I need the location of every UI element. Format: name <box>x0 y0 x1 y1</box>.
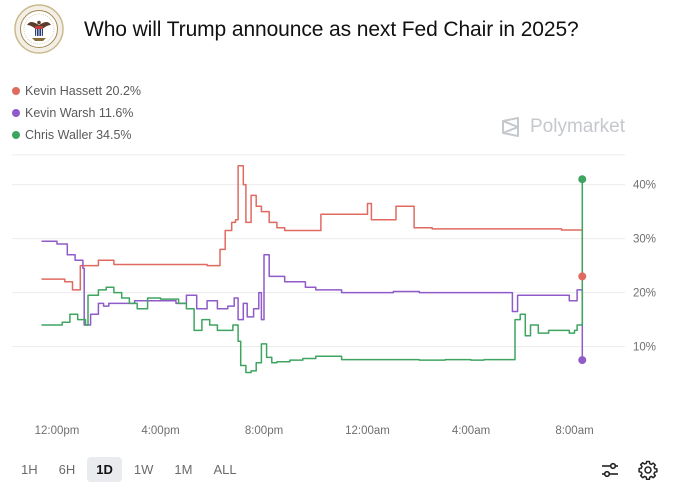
x-tick-label: 4:00am <box>452 425 490 437</box>
legend-swatch <box>12 87 20 95</box>
legend-item-waller: Chris Waller 34.5% <box>12 124 141 146</box>
chart-header: Who will Trump announce as next Fed Chai… <box>14 4 666 54</box>
brand-name: Polymarket <box>530 116 626 137</box>
line-chart: 10% 20% 30% 40% 12:00pm 4:00pm 8:00pm 12:00am 4… <box>12 154 656 437</box>
legend-swatch <box>12 109 20 117</box>
range-button-1h[interactable]: 1H <box>21 462 38 477</box>
range-button-1d[interactable]: 1D <box>87 457 122 482</box>
y-tick-label: 10% <box>633 342 656 354</box>
series-line-kevin-warsh <box>41 240 584 361</box>
federal-reserve-seal-icon <box>14 4 64 54</box>
time-range-selector: 1H 6H 1D 1W 1M ALL <box>12 457 249 482</box>
series-line-kevin-hassett <box>41 164 584 291</box>
legend-label: Kevin Hassett 20.2% <box>25 84 142 98</box>
end-marker-kevin-hassett <box>578 272 587 281</box>
polymarket-logo-icon <box>502 117 519 137</box>
gear-icon[interactable] <box>638 460 658 480</box>
x-tick-label: 4:00pm <box>141 425 179 437</box>
range-button-1m[interactable]: 1M <box>174 462 193 477</box>
end-marker-chris-waller <box>578 175 587 184</box>
sliders-icon[interactable] <box>600 460 620 480</box>
legend-swatch <box>12 131 20 139</box>
y-tick-label: 30% <box>633 234 656 246</box>
legend-label: Kevin Warsh 11.6% <box>25 106 134 120</box>
end-marker-kevin-warsh <box>578 356 587 365</box>
x-tick-label: 8:00pm <box>245 425 283 437</box>
x-tick-label: 8:00am <box>555 425 593 437</box>
chart-title: Who will Trump announce as next Fed Chai… <box>84 18 579 41</box>
range-button-1w[interactable]: 1W <box>133 462 154 477</box>
series-lines <box>41 164 584 374</box>
polymarket-watermark: Polymarket <box>500 116 625 138</box>
end-markers <box>578 175 587 365</box>
range-button-6h[interactable]: 6H <box>58 462 76 477</box>
x-tick-label: 12:00am <box>345 425 390 437</box>
y-tick-label: 40% <box>633 180 656 192</box>
legend-label: Chris Waller 34.5% <box>25 128 132 142</box>
x-tick-label: 12:00pm <box>35 425 80 437</box>
legend-item-warsh: Kevin Warsh 11.6% <box>12 102 141 124</box>
series-line-chris-waller <box>41 179 584 374</box>
y-tick-label: 20% <box>633 288 656 300</box>
y-tick-labels: 10% 20% 30% 40% <box>633 180 656 354</box>
x-tick-labels: 12:00pm 4:00pm 8:00pm 12:00am 4:00am 8:00am <box>35 425 594 437</box>
range-button-all[interactable]: ALL <box>213 462 237 477</box>
grid-lines <box>12 154 625 348</box>
legend-item-hassett: Kevin Hassett 20.2% <box>12 80 141 102</box>
chart-legend: Kevin Hassett 20.2% Kevin Warsh 11.6% Ch… <box>12 80 141 146</box>
